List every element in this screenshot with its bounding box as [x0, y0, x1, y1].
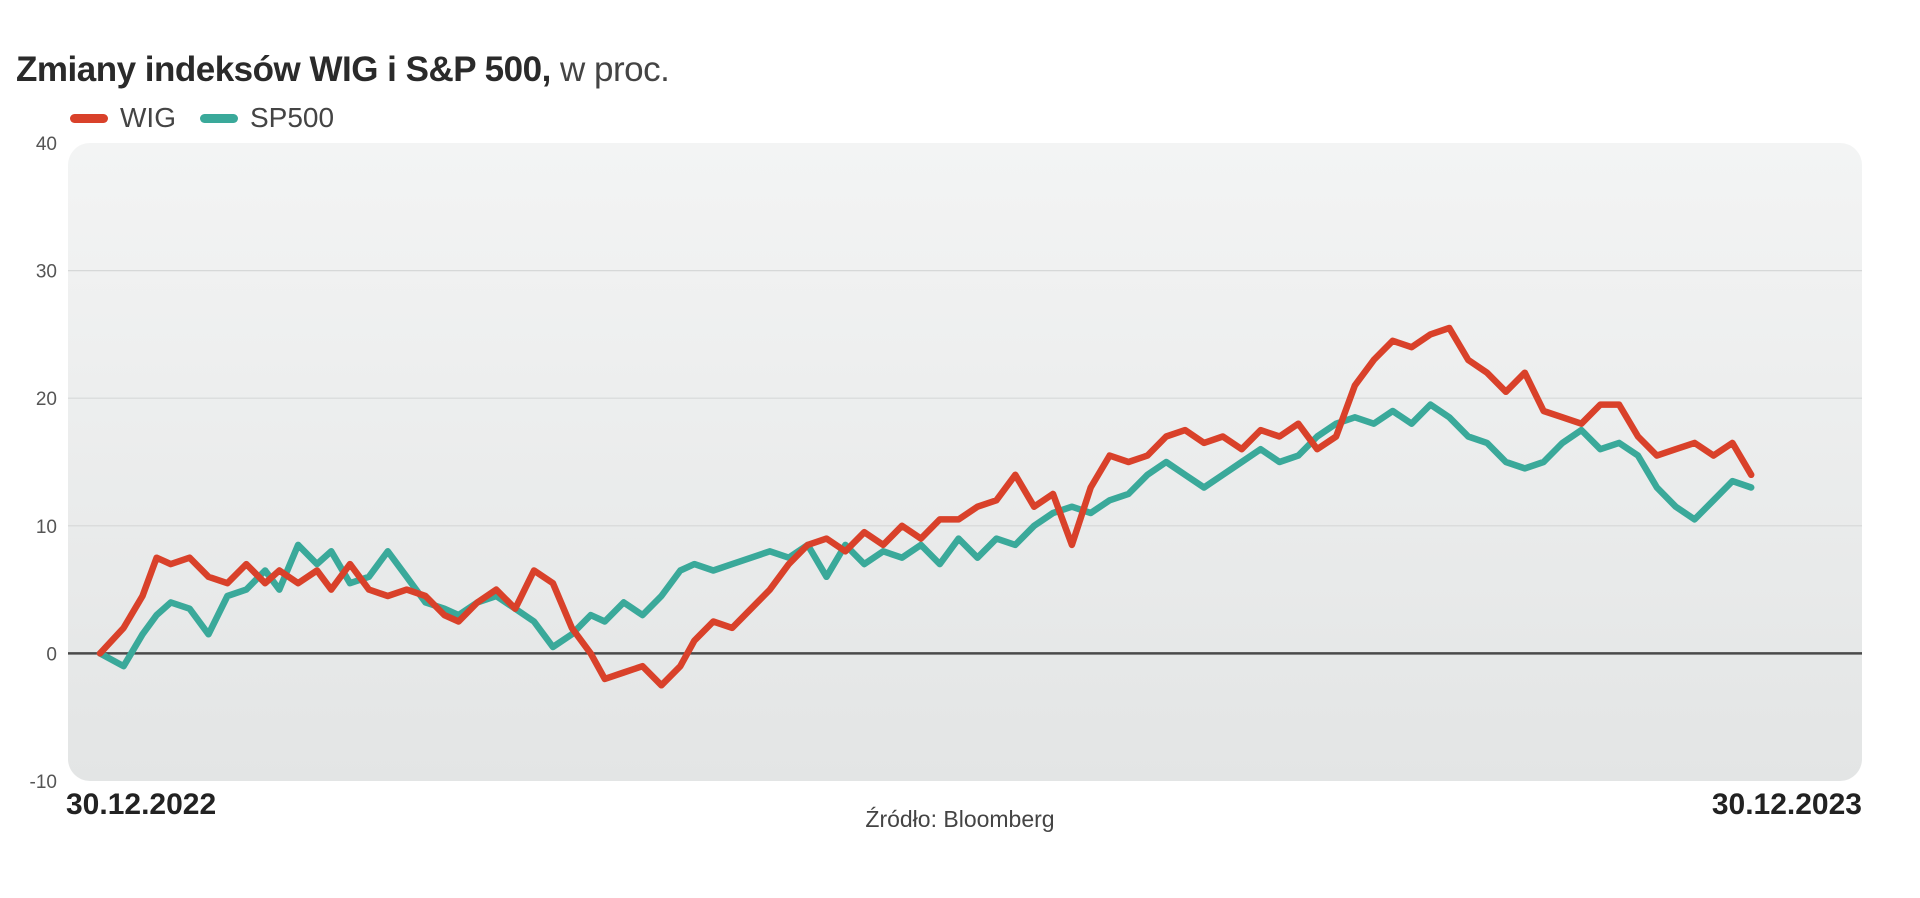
- series-line-sp500: [96, 401, 1755, 670]
- legend-item-wig: WIG: [70, 102, 176, 134]
- legend-item-sp500: SP500: [200, 102, 334, 134]
- y-tick-label: 40: [36, 134, 57, 155]
- source-note: Źródło: Bloomberg: [865, 806, 1055, 832]
- chart-title-bold: Zmiany indeksów WIG i S&P 500,: [16, 50, 551, 89]
- y-tick-label: -10: [30, 772, 57, 793]
- plot-background: [68, 143, 1862, 781]
- series-line-wig: [96, 324, 1755, 689]
- y-tick-label: 20: [36, 389, 57, 410]
- y-tick-label: 10: [36, 517, 57, 538]
- chart-title: Zmiany indeksów WIG i S&P 500, w proc.: [16, 50, 670, 90]
- legend-swatch-wig: [70, 113, 108, 123]
- x-axis-end-label: 30.12.2023: [1711, 788, 1862, 821]
- y-tick-label: 30: [36, 262, 57, 283]
- x-axis-start-label: 30.12.2022: [66, 788, 217, 821]
- legend-label-wig: WIG: [120, 102, 176, 133]
- legend-label-sp500: SP500: [250, 102, 335, 133]
- legend-swatch-sp500: [200, 113, 238, 123]
- chart-title-unit: w proc.: [550, 50, 670, 89]
- y-tick-label: 0: [46, 644, 57, 665]
- chart-legend: WIG SP500: [70, 102, 358, 134]
